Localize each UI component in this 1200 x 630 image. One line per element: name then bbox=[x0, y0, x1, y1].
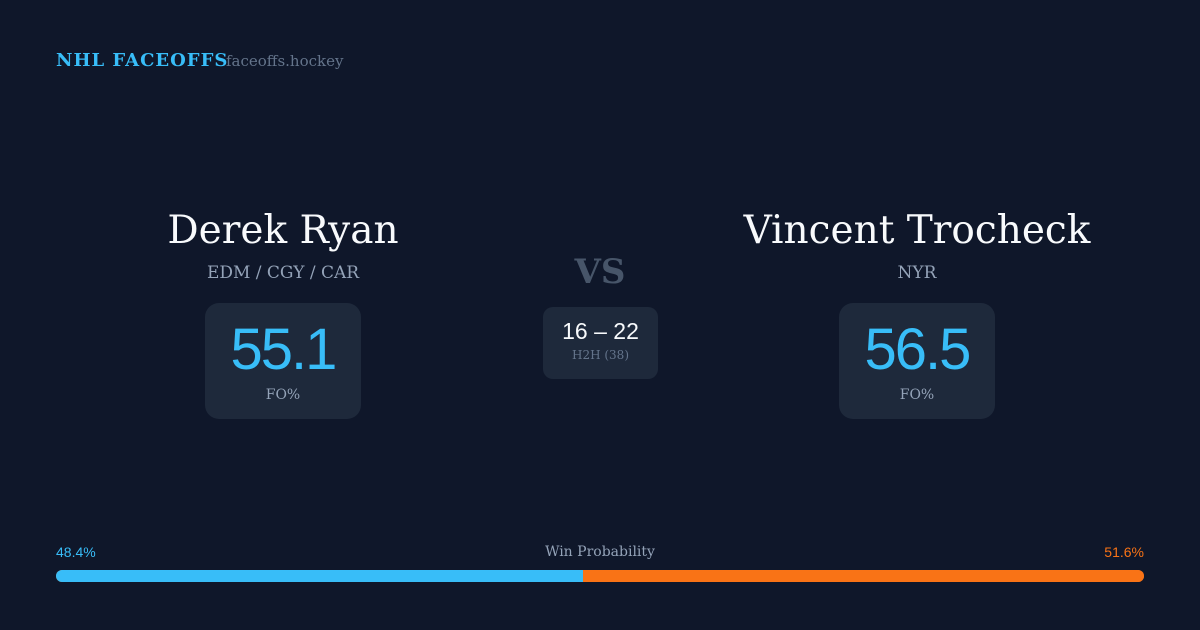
right-win-pct: 51.6% bbox=[1104, 544, 1144, 560]
left-player: Derek Ryan EDM / CGY / CAR 55.1 FO% bbox=[33, 205, 533, 419]
h2h-record: 16 – 22 bbox=[562, 318, 639, 344]
vs-label: VS bbox=[574, 252, 626, 292]
left-player-teams: EDM / CGY / CAR bbox=[206, 263, 360, 283]
left-fo-label: FO% bbox=[265, 387, 301, 403]
brand-title: NHL FACEOFFS bbox=[56, 50, 229, 71]
h2h-count: H2H (38) bbox=[571, 348, 629, 362]
right-player: Vincent Trocheck NYR 56.5 FO% bbox=[667, 205, 1167, 419]
right-fo-pct: 56.5 bbox=[864, 317, 972, 382]
right-fo-card: 56.5 FO% bbox=[838, 303, 996, 419]
left-win-pct: 48.4% bbox=[56, 544, 96, 560]
h2h-card: 16 – 22 H2H (38) bbox=[543, 307, 658, 379]
left-player-name: Derek Ryan bbox=[167, 208, 399, 253]
right-fo-label: FO% bbox=[899, 387, 935, 403]
left-fo-pct: 55.1 bbox=[230, 317, 338, 382]
win-probability-label: Win Probability bbox=[545, 544, 655, 560]
right-player-name: Vincent Trocheck bbox=[743, 208, 1091, 253]
left-fo-card: 55.1 FO% bbox=[204, 303, 362, 419]
site-url: faceoffs.hockey bbox=[226, 52, 344, 70]
right-player-teams: NYR bbox=[897, 263, 937, 283]
left-win-bar bbox=[56, 570, 583, 582]
win-probability-bar bbox=[56, 570, 1144, 582]
right-win-bar bbox=[582, 570, 1144, 582]
